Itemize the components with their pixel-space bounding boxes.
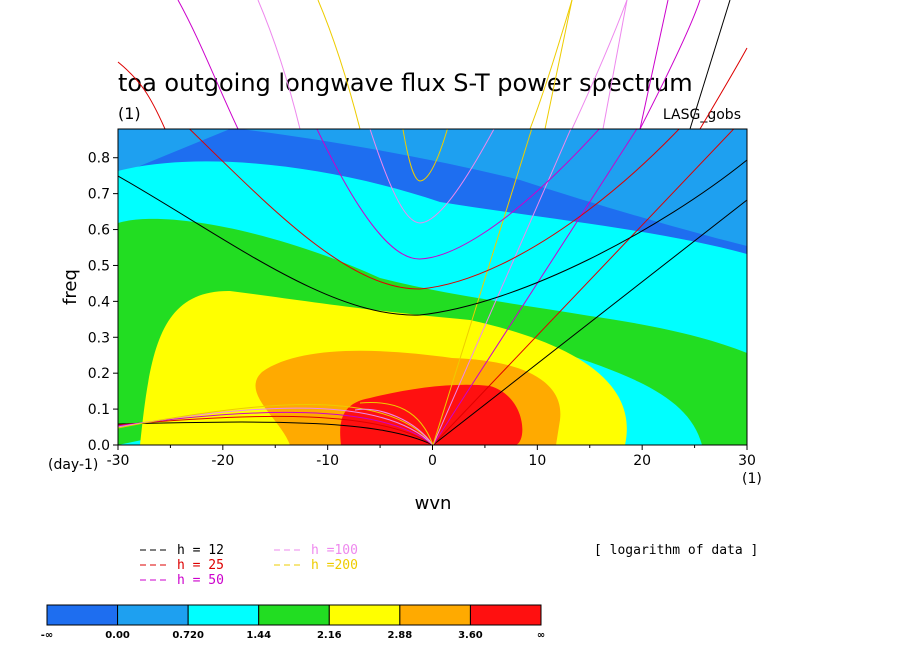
- colorbar-label: 1.44: [246, 630, 271, 641]
- colorbar-swatch: [46, 604, 119, 626]
- colorbar-swatch: [117, 604, 189, 626]
- colorbar-swatch: [258, 604, 330, 626]
- contour-fills: [118, 129, 747, 445]
- dispersion-curve-top-7: [529, 0, 573, 130]
- y-tick-label: 0.0: [88, 438, 110, 454]
- y-tick-label: 0.4: [88, 294, 110, 310]
- dispersion-curve-15: [369, 129, 495, 224]
- y-tick-label: 0.1: [88, 402, 110, 418]
- dispersion-curve-top-3: [639, 0, 701, 130]
- dispersion-curve-12: [118, 159, 747, 316]
- x-tick-label: 30: [738, 453, 756, 469]
- chart-subtitle-right: LASG_gobs: [663, 107, 741, 123]
- legend-label: h = 12: [177, 543, 224, 558]
- colorbar-swatch: [328, 604, 401, 626]
- legend-label: h = 25: [177, 558, 224, 573]
- dispersion-curve-14: [316, 129, 600, 260]
- dispersion-curve-top-2: [177, 0, 239, 130]
- dispersion-curve-7: [432, 199, 747, 445]
- dispersion-curve-top-5: [571, 0, 628, 130]
- dispersion-curve-16: [402, 129, 448, 182]
- y-tick-label: 0.7: [88, 187, 110, 203]
- y-tick-label: 0.6: [88, 223, 110, 239]
- dispersion-curve-5: [354, 408, 434, 445]
- dispersion-curve-1: [118, 415, 434, 445]
- x-tick-label: 20: [633, 453, 651, 469]
- dispersion-curve-top-6: [317, 0, 361, 130]
- colorbar-label: ∞: [537, 630, 545, 641]
- colorbar-label: 3.60: [458, 630, 483, 641]
- dispersion-curve-6: [359, 402, 434, 445]
- dispersion-curves: [118, 129, 747, 445]
- colorbar-label: 0.00: [105, 630, 130, 641]
- dispersion-curve-top-4: [257, 0, 301, 130]
- x-axis: -30 -20 -10 0 10 20 30: [107, 445, 756, 469]
- dispersion-curve-11: [432, 129, 533, 445]
- legend-label: h =200: [311, 558, 358, 573]
- colorbar-label: 2.16: [317, 630, 342, 641]
- colorbar-label: 2.88: [388, 630, 413, 641]
- dispersion-curve-top-11: [689, 0, 731, 130]
- x-unit-label: (1): [742, 471, 762, 487]
- y-tick-label: 0.3: [88, 330, 110, 346]
- chart-subtitle-left: (1): [118, 104, 141, 123]
- y-unit-label: (day-1): [48, 457, 98, 473]
- contour-band-gt-360: [340, 384, 523, 445]
- x-tick-label: -30: [107, 453, 130, 469]
- x-tick-label: -20: [211, 453, 234, 469]
- dispersion-curve-8: [432, 129, 735, 445]
- dispersion-curve-top-1: [699, 47, 748, 130]
- dispersion-curve-4: [118, 404, 434, 445]
- legend-label: h =100: [311, 543, 358, 558]
- dispersion-curve-0: [118, 421, 434, 445]
- contour-band-0-072: [118, 129, 747, 246]
- colorbar-swatch: [469, 604, 542, 626]
- y-tick-label: 0.2: [88, 366, 110, 382]
- colorbar-label: -∞: [41, 630, 53, 641]
- y-tick-label: 0.5: [88, 258, 110, 274]
- dispersion-curve-top-0: [117, 61, 166, 130]
- y-axis-title: freq: [60, 269, 81, 305]
- colorbar-swatch: [187, 604, 260, 626]
- y-tick-label: 0.8: [88, 151, 110, 167]
- x-tick-label: 10: [528, 453, 546, 469]
- dispersion-curve-top-9: [602, 0, 628, 130]
- colorbar-swatch: [399, 604, 471, 626]
- dispersion-curve-9: [432, 129, 638, 445]
- x-axis-title: wvn: [415, 493, 452, 514]
- legend-label: h = 50: [177, 573, 224, 588]
- dispersion-curve-top-8: [544, 0, 573, 130]
- plot-area: [118, 129, 747, 445]
- dispersion-curve-top-10: [639, 0, 669, 130]
- colorbar: -∞ 0.00 0.720 1.44 2.16 2.88 3.60 ∞: [41, 604, 545, 641]
- x-tick-label: -10: [316, 453, 339, 469]
- x-tick-label: 0: [428, 453, 437, 469]
- dispersion-curve-2: [118, 411, 434, 445]
- dispersion-curve-13: [188, 129, 680, 290]
- dispersion-curve-10: [432, 129, 572, 445]
- y-axis: 0.0 0.1 0.2 0.3 0.4 0.5 0.6 0.7 0.8: [88, 151, 118, 454]
- dispersion-curves-above-plot: [117, 0, 748, 130]
- chart-title: toa outgoing longwave flux S-T power spe…: [118, 69, 693, 97]
- colorbar-label: 0.720: [172, 630, 204, 641]
- data-note: [ logarithm of data ]: [594, 543, 758, 558]
